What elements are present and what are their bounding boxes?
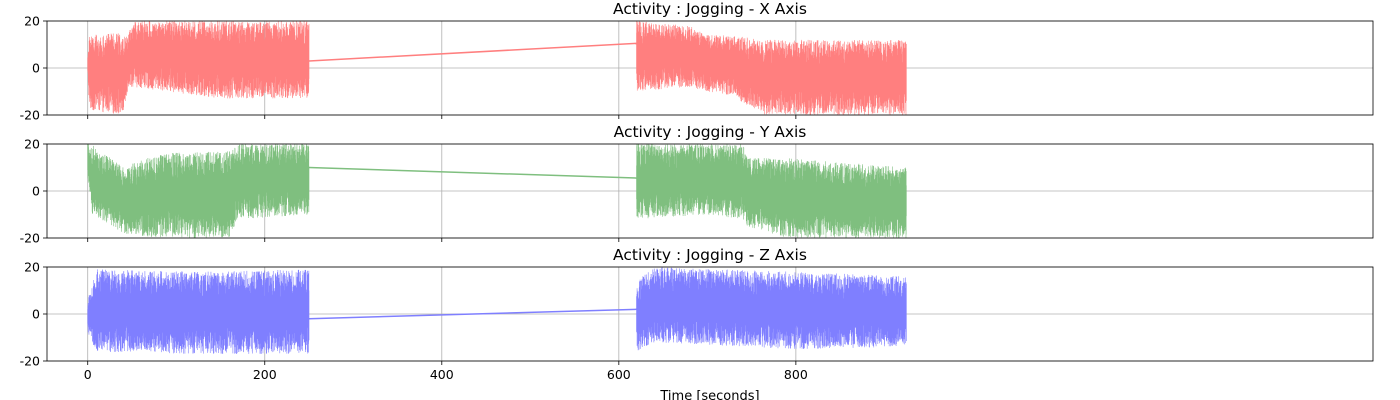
signal-connector	[308, 42, 637, 62]
panel-title: Activity : Jogging - Y Axis	[614, 123, 807, 141]
series-area	[87, 21, 907, 115]
series-area	[87, 267, 907, 354]
x-tick-label: 200	[253, 367, 277, 382]
y-tick-label: -20	[20, 231, 40, 246]
x-tick-label: 800	[784, 367, 808, 382]
signal-segment	[87, 269, 310, 354]
signal-segment	[87, 144, 310, 238]
x-tick-label: 0	[84, 367, 92, 382]
signal-connector	[308, 166, 637, 179]
signal-segment	[636, 144, 907, 238]
y-tick-label: 20	[24, 14, 40, 29]
signal-connector	[308, 308, 637, 320]
panel-title: Activity : Jogging - Z Axis	[613, 246, 807, 264]
panel-title: Activity : Jogging - X Axis	[613, 0, 807, 18]
y-tick-label: 20	[24, 137, 40, 152]
y-tick-label: 0	[32, 61, 40, 76]
chart-panel-2: -20 0 20 Activity : Jogging - Y Axis	[20, 123, 1374, 246]
y-tick-label: 0	[32, 184, 40, 199]
signal-segment	[87, 21, 310, 114]
x-axis-label: Time [seconds]	[659, 389, 759, 400]
x-tick-label: 600	[607, 367, 631, 382]
y-tick-label: 20	[24, 260, 40, 275]
y-tick-label: 0	[32, 307, 40, 322]
series-area	[87, 144, 907, 238]
y-tick-label: -20	[20, 354, 40, 369]
chart-panel-1: -20 0 20 Activity : Jogging - X Axis	[20, 0, 1374, 123]
y-tick-label: -20	[20, 108, 40, 123]
x-tick-label: 400	[430, 367, 454, 382]
signal-segment	[636, 267, 907, 351]
signal-segment	[636, 21, 907, 115]
